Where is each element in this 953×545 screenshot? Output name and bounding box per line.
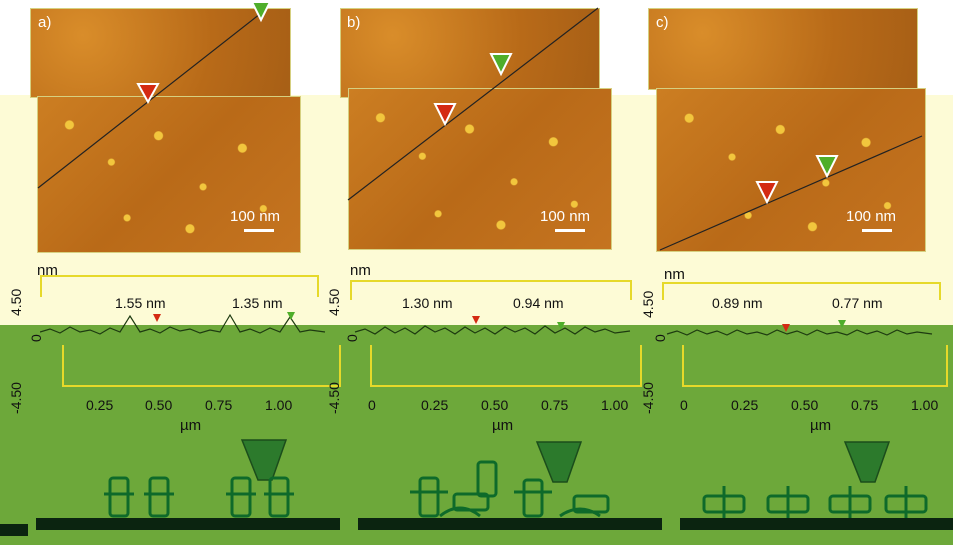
x-tick-a-3: 0.75	[205, 397, 233, 413]
profile-frame-top-a	[40, 275, 319, 297]
scale-bar-label-c: 100 nm	[846, 208, 897, 225]
panel-label-b: b)	[347, 14, 361, 31]
schematic-band-background	[0, 325, 953, 545]
afm-image-c-top	[648, 8, 918, 90]
y-top-c: 4.50	[640, 290, 656, 318]
y-bottom-a: -4.50	[8, 382, 24, 414]
y-unit-a: nm	[37, 262, 58, 279]
height-label-2-b: 0.94 nm	[513, 295, 564, 311]
scale-bar-label-a: 100 nm	[230, 208, 281, 225]
x-tick-c-2: 0.50	[791, 397, 819, 413]
scale-bar-c	[862, 229, 892, 232]
scale-bar-a	[244, 229, 274, 232]
profile-trace-c	[666, 320, 933, 336]
x-tick-c-0: 0	[680, 397, 688, 413]
height-label-1-a: 1.55 nm	[115, 295, 166, 311]
profile-frame-bottom-a	[62, 345, 341, 387]
afm-tip-c	[843, 441, 891, 483]
x-unit-b: µm	[492, 417, 514, 434]
y-unit-b: nm	[350, 262, 371, 279]
substrate-a	[36, 518, 340, 530]
profile-trace-a	[40, 312, 326, 335]
x-tick-a-2: 0.50	[145, 397, 173, 413]
molecules-a	[104, 476, 294, 518]
substrate-b	[358, 518, 662, 530]
x-tick-b-4: 1.00	[601, 397, 629, 413]
scale-bar-b	[555, 229, 585, 232]
x-tick-a-1: 0.25	[86, 397, 114, 413]
height-label-1-c: 0.89 nm	[712, 295, 763, 311]
x-tick-c-3: 0.75	[851, 397, 879, 413]
molecules-c	[702, 486, 928, 518]
panel-label-a: a)	[38, 14, 52, 31]
marker-green-triangle-b	[489, 53, 513, 77]
y-top-a: 4.50	[8, 288, 24, 316]
x-tick-b-0: 0	[368, 397, 376, 413]
height-label-1-b: 1.30 nm	[402, 295, 453, 311]
height-label-2-c: 0.77 nm	[832, 295, 883, 311]
substrate-edge	[0, 524, 28, 536]
x-tick-a-4: 1.00	[265, 397, 293, 413]
molecule-schematic	[0, 439, 953, 536]
afm-image-a	[37, 96, 301, 253]
marker-red-triangle-c	[755, 181, 779, 205]
scan-line-c	[659, 135, 923, 251]
x-tick-c-4: 1.00	[911, 397, 939, 413]
profile-frame-top-c	[662, 282, 941, 300]
scan-line-b	[347, 7, 599, 201]
afm-image-c	[656, 88, 926, 252]
x-unit-a: µm	[180, 417, 202, 434]
x-tick-b-1: 0.25	[421, 397, 449, 413]
height-label-2-a: 1.35 nm	[232, 295, 283, 311]
marker-red-triangle-b	[433, 103, 457, 127]
x-tick-c-1: 0.25	[731, 397, 759, 413]
panel-label-c: c)	[656, 14, 669, 31]
y-unit-c: nm	[664, 266, 685, 283]
x-tick-b-3: 0.75	[541, 397, 569, 413]
scan-line-a	[37, 1, 272, 189]
x-unit-c: µm	[810, 417, 832, 434]
afm-image-b	[348, 88, 612, 250]
profile-frame-bottom-c	[682, 345, 948, 387]
marker-green-triangle-a	[250, 1, 272, 23]
scale-bar-label-b: 100 nm	[540, 208, 591, 225]
substrate-c	[680, 518, 953, 530]
y-top-b: 4.50	[326, 288, 342, 316]
y-bottom-c: -4.50	[640, 382, 656, 414]
marker-green-triangle-c	[815, 155, 839, 179]
x-tick-b-2: 0.50	[481, 397, 509, 413]
afm-tip-a	[240, 439, 288, 481]
y-bottom-b: -4.50	[326, 382, 342, 414]
marker-red-triangle-a	[136, 83, 160, 105]
profile-frame-bottom-b	[370, 345, 642, 387]
profile-frame-top-b	[350, 280, 632, 300]
molecules-b	[410, 460, 610, 518]
profile-trace-b	[354, 316, 631, 335]
afm-tip-b	[535, 441, 583, 483]
